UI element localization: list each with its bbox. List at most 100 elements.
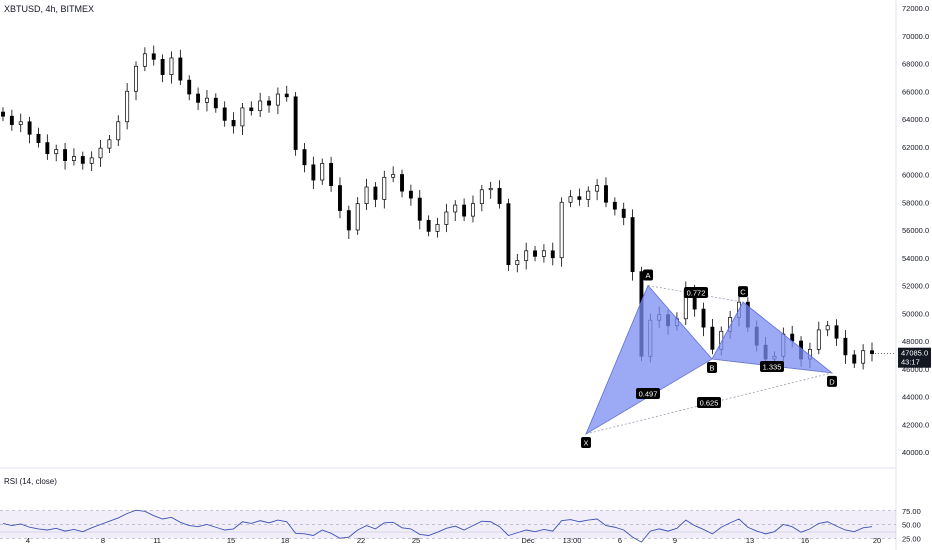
candle [825, 320, 830, 337]
chart-title[interactable]: XBTUSD, 4h, BITMEX [4, 4, 95, 14]
candle-body [258, 100, 263, 112]
price-tick-label: 72000.0 [902, 4, 929, 13]
pattern-point-label: B [709, 364, 714, 373]
candle [852, 350, 857, 369]
rsi-panel: 75.00 50.00 25.00 [0, 507, 921, 543]
candle-body [382, 176, 387, 200]
candle-countdown: 43:17 [901, 358, 920, 367]
candle-body [391, 174, 396, 178]
chart-grid [0, 0, 897, 550]
pattern-ratio-badge [636, 388, 660, 399]
candle [213, 93, 218, 113]
price-tick-label: 46000.0 [902, 365, 929, 374]
price-axis[interactable]: 72000.0 70000.0 68000.0 66000.0 64000.0 62000… [902, 4, 929, 457]
candle [524, 242, 529, 270]
time-tick-label: 22 [357, 536, 365, 545]
candle [196, 87, 201, 110]
candle-body [275, 93, 280, 106]
candle [515, 254, 520, 273]
candle-body [479, 189, 484, 204]
candle-body [329, 163, 334, 186]
time-tick-label: 4 [26, 536, 30, 545]
pattern-point-badge [581, 436, 591, 448]
candle [178, 49, 183, 86]
candle-body [604, 185, 608, 203]
pattern-ratio-badge [697, 397, 721, 408]
candle [311, 156, 316, 190]
rsi-indicator-label[interactable]: RSI (14, close) [4, 477, 57, 486]
candle [462, 198, 467, 221]
candle-body [249, 107, 254, 112]
candle-body [196, 93, 201, 103]
candle [604, 177, 608, 208]
candle [488, 181, 493, 199]
candle [116, 115, 121, 147]
harmonic-pattern: X A B C D 0.772 0.497 1.335 0.625 [581, 269, 837, 448]
candle [134, 61, 138, 101]
candle-body [169, 57, 174, 75]
time-tick-label: 13 [746, 536, 754, 545]
candle-body [231, 120, 236, 127]
pattern-ratio-badge [684, 287, 708, 298]
candle [169, 51, 174, 84]
pattern-point-x: X [581, 436, 591, 448]
candle-body [621, 208, 626, 218]
candle-body [293, 96, 298, 150]
pattern-ratio: 0.497 [636, 388, 660, 399]
candle-body [400, 174, 404, 192]
candle [400, 169, 404, 198]
price-tick-label: 56000.0 [902, 226, 929, 235]
pattern-ratio: 0.625 [697, 397, 721, 408]
candle-body [364, 186, 369, 204]
candle-body [311, 164, 316, 181]
price-tick-label: 70000.0 [902, 32, 929, 41]
candle [373, 182, 378, 208]
candle-body [453, 204, 458, 213]
candle [834, 319, 839, 346]
candle [497, 180, 502, 209]
candle-body [488, 188, 493, 191]
candle-body [462, 204, 467, 217]
candle [870, 342, 874, 362]
candle [710, 318, 715, 355]
candle [142, 47, 147, 72]
candle-body [524, 250, 529, 261]
candle [577, 188, 582, 206]
candle [586, 186, 591, 208]
pattern-point-label: C [740, 288, 746, 297]
candle-body [834, 325, 839, 339]
candle [550, 242, 555, 266]
candle [435, 217, 440, 238]
candle [506, 198, 511, 271]
candle-body [54, 149, 59, 155]
time-tick-label: 8 [101, 536, 105, 545]
candle-body [861, 350, 866, 364]
candle-body [107, 139, 112, 149]
time-tick-label: 6 [618, 536, 622, 545]
candle-body [550, 250, 555, 259]
candle-body [870, 350, 874, 355]
candle [107, 134, 112, 153]
candle-body [178, 57, 183, 81]
candle [187, 75, 192, 101]
candle-body [151, 53, 156, 60]
candle [18, 113, 23, 133]
candle [479, 184, 484, 212]
pattern-point-d: D [827, 375, 837, 387]
candle-body [417, 197, 422, 221]
candle [408, 184, 413, 206]
pattern-point-b: B [707, 362, 717, 374]
pattern-point-badge [707, 362, 717, 374]
candle-body [267, 100, 271, 106]
candle [533, 245, 537, 262]
candle [471, 195, 475, 223]
candle-body [701, 308, 706, 328]
candle-body [98, 147, 103, 159]
pattern-point-badge [643, 269, 653, 281]
candle-body [595, 185, 600, 192]
time-axis[interactable]: 4 8 11 15 18 22 25 Dec 13:00 6 9 13 16 20 [26, 536, 881, 545]
candle [302, 143, 307, 173]
candle-body [142, 53, 147, 67]
candle-body [408, 190, 413, 199]
candle [861, 344, 866, 370]
